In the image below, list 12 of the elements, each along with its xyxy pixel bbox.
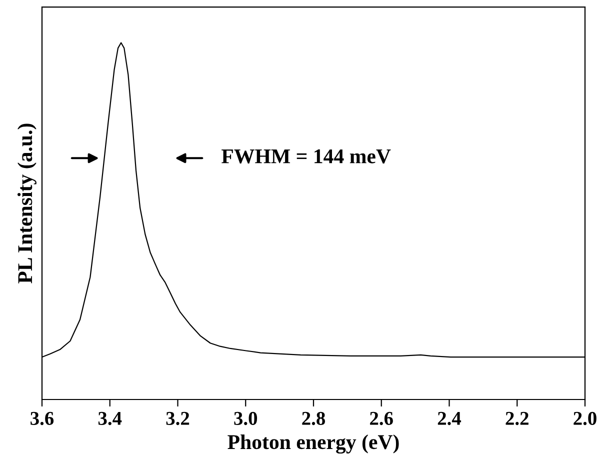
x-tick-label: 3.6 (30, 412, 54, 426)
annotation: FWHM = 144 meV (222, 149, 391, 164)
x-tick-label: 3.4 (98, 412, 122, 426)
x-axis-title: Photon energy (eV) (228, 434, 399, 454)
x-tick-label: 2.4 (438, 412, 462, 426)
y-axis-title: PL Intensity (a.u.) (17, 124, 36, 284)
x-tick-label: 2.0 (574, 412, 596, 426)
x-tick-label: 2.2 (506, 412, 528, 426)
x-tick-label: 2.8 (302, 412, 326, 426)
x-tick-label: 3.0 (234, 412, 258, 426)
x-tick-label: 3.2 (166, 412, 190, 426)
x-tick-label: 2.6 (370, 412, 393, 426)
